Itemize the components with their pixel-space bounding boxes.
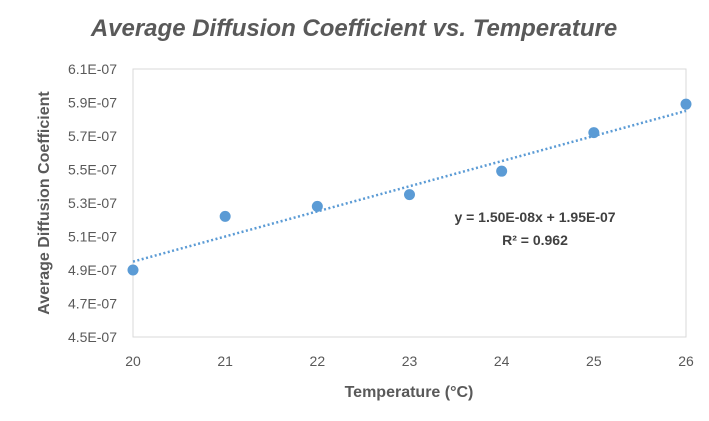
y-tick-label: 5.9E-07: [68, 95, 117, 111]
data-point: [127, 264, 139, 276]
data-point: [219, 210, 231, 222]
data-point: [680, 98, 692, 110]
y-tick-label: 5.1E-07: [68, 229, 117, 245]
data-point: [588, 127, 600, 139]
y-axis-title: Average Diffusion Coefficient: [36, 91, 53, 315]
y-tick-label: 5.5E-07: [68, 162, 117, 178]
x-axis-title: Temperature (°C): [345, 384, 474, 401]
y-tick-label: 5.7E-07: [68, 128, 117, 144]
x-axis: 20 21 22 23 24 25 26: [125, 353, 694, 369]
y-tick-label: 4.9E-07: [68, 262, 117, 278]
x-tick-label: 20: [125, 353, 141, 369]
x-tick-label: 23: [402, 353, 418, 369]
y-tick-label: 4.5E-07: [68, 329, 117, 345]
chart-title: Average Diffusion Coefficient vs. Temper…: [90, 15, 617, 42]
data-point: [311, 200, 323, 212]
x-tick-label: 24: [494, 353, 510, 369]
trendline: [132, 109, 687, 263]
data-point: [496, 165, 508, 177]
x-tick-label: 26: [678, 353, 694, 369]
trendline-equation: y = 1.50E-08x + 1.95E-07: [454, 209, 615, 225]
y-axis: 4.5E-07 4.7E-07 4.9E-07 5.1E-07 5.3E-07 5.5E-…: [68, 61, 117, 345]
data-point: [404, 189, 415, 201]
x-tick-label: 25: [586, 353, 602, 369]
y-tick-label: 4.7E-07: [68, 296, 117, 312]
plot-area-border: [132, 68, 687, 338]
y-tick-label: 6.1E-07: [68, 61, 117, 77]
x-tick-label: 22: [310, 353, 326, 369]
x-tick-label: 21: [217, 353, 233, 369]
y-tick-label: 5.3E-07: [68, 195, 117, 211]
trendline-r-squared: R² = 0.962: [502, 232, 568, 248]
data-points: [127, 98, 692, 276]
